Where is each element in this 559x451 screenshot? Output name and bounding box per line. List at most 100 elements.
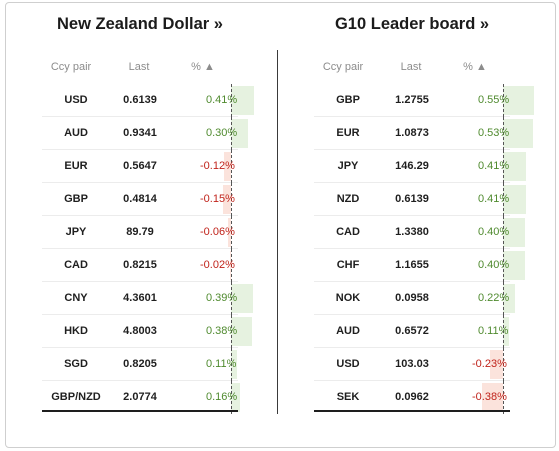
last-price-cell: 4.3601 <box>123 292 157 304</box>
header-percent-sort[interactable]: % ▲ <box>191 61 215 73</box>
percent-change-bar <box>222 185 231 214</box>
last-price-cell: 0.6139 <box>395 193 429 205</box>
percent-change-bar <box>503 185 526 214</box>
last-price-cell: 2.0774 <box>123 391 157 403</box>
percent-change-cell: 0.41% <box>442 150 526 183</box>
table-row[interactable]: CAD 1.3380 0.40% <box>314 216 526 249</box>
percent-change-cell: 0.41% <box>442 183 526 216</box>
percent-change-cell: 0.55% <box>442 84 534 117</box>
ccy-pair-cell: CAD <box>336 226 360 238</box>
table-row[interactable]: AUD 0.6572 0.11% <box>314 315 510 348</box>
percent-change-value: 0.16% <box>206 391 238 403</box>
percent-change-cell: 0.11% <box>442 315 510 348</box>
percent-change-bar <box>231 284 253 313</box>
zero-baseline <box>503 216 504 249</box>
table-row[interactable]: NOK 0.0958 0.22% <box>314 282 516 315</box>
table-row[interactable]: SGD 0.8205 0.11% <box>42 348 238 381</box>
table-row[interactable]: EUR 1.0873 0.53% <box>314 117 533 150</box>
zero-baseline <box>503 315 504 348</box>
table-row[interactable]: SEK 0.0962 -0.38% <box>314 381 510 414</box>
percent-change-value: -0.06% <box>200 226 235 238</box>
table-row[interactable]: GBP 0.4814 -0.15% <box>42 183 238 216</box>
last-price-cell: 146.29 <box>395 160 429 172</box>
nzd-panel-title-link[interactable]: New Zealand Dollar » <box>57 15 223 33</box>
header-ccy-pair[interactable]: Ccy pair <box>322 61 364 73</box>
zero-baseline <box>503 348 504 381</box>
percent-change-bar <box>231 86 254 115</box>
panel-divider <box>277 50 278 414</box>
percent-change-value: -0.23% <box>472 358 507 370</box>
last-price-cell: 0.8205 <box>123 358 157 370</box>
table-row[interactable]: CHF 1.1655 0.40% <box>314 249 526 282</box>
percent-change-cell: -0.38% <box>442 381 510 414</box>
percent-change-value: 0.11% <box>206 358 237 370</box>
zero-baseline <box>503 282 504 315</box>
header-last[interactable]: Last <box>128 61 150 73</box>
g10-panel-title-link[interactable]: G10 Leader board » <box>334 15 490 33</box>
percent-change-bar <box>231 383 240 412</box>
table-row[interactable]: GBP/NZD 2.0774 0.16% <box>42 381 240 414</box>
percent-change-cell: 0.38% <box>170 315 253 348</box>
zero-baseline <box>231 348 232 381</box>
percent-change-bar <box>503 317 510 346</box>
percent-change-cell: -0.12% <box>170 150 238 183</box>
table-row[interactable]: JPY 89.79 -0.06% <box>42 216 238 249</box>
table-row[interactable]: USD 0.6139 0.41% <box>42 84 254 117</box>
ccy-pair-cell: AUD <box>336 325 360 337</box>
table-row[interactable]: NZD 0.6139 0.41% <box>314 183 526 216</box>
table-row[interactable]: GBP 1.2755 0.55% <box>314 84 534 117</box>
zero-baseline <box>231 183 232 216</box>
zero-baseline <box>503 117 504 150</box>
last-price-cell: 0.5647 <box>123 160 157 172</box>
zero-baseline <box>503 84 504 117</box>
percent-change-value: 0.41% <box>206 94 238 106</box>
table-row[interactable]: EUR 0.5647 -0.12% <box>42 150 238 183</box>
ccy-pair-cell: AUD <box>64 127 88 139</box>
last-price-cell: 0.0958 <box>395 292 429 304</box>
ccy-pair-cell: SEK <box>336 391 360 403</box>
percent-change-bar <box>231 119 248 148</box>
percent-change-bar <box>490 350 503 379</box>
percent-change-value: -0.38% <box>472 391 507 403</box>
last-price-cell: 0.8215 <box>123 259 157 271</box>
table-row[interactable]: JPY 146.29 0.41% <box>314 150 526 183</box>
percent-change-cell: 0.53% <box>442 117 533 150</box>
last-price-cell: 1.1655 <box>395 259 429 271</box>
zero-baseline <box>231 84 232 117</box>
table-row[interactable]: HKD 4.8003 0.38% <box>42 315 253 348</box>
table-row[interactable]: CNY 4.3601 0.39% <box>42 282 253 315</box>
zero-baseline <box>503 183 504 216</box>
percent-change-cell: 0.40% <box>442 249 526 282</box>
percent-change-cell: 0.41% <box>170 84 254 117</box>
table-row[interactable]: AUD 0.9341 0.30% <box>42 117 248 150</box>
ccy-pair-cell: EUR <box>336 127 360 139</box>
percent-change-value: 0.53% <box>478 127 510 139</box>
ccy-pair-cell: GBP/NZD <box>51 391 101 403</box>
zero-baseline <box>231 117 232 150</box>
last-price-cell: 0.6139 <box>123 94 157 106</box>
zero-baseline <box>503 150 504 183</box>
zero-baseline <box>503 381 504 414</box>
last-price-cell: 0.0962 <box>395 391 429 403</box>
header-last[interactable]: Last <box>400 61 422 73</box>
percent-change-value: -0.02% <box>200 259 235 271</box>
table-row[interactable]: USD 103.03 -0.23% <box>314 348 510 381</box>
percent-change-cell: 0.40% <box>442 216 526 249</box>
table-row[interactable]: CAD 0.8215 -0.02% <box>42 249 238 282</box>
percent-change-cell: 0.39% <box>170 282 253 315</box>
last-price-cell: 89.79 <box>126 226 154 238</box>
ccy-pair-cell: CHF <box>336 259 360 271</box>
ccy-pair-cell: NZD <box>336 193 360 205</box>
percent-change-cell: -0.23% <box>442 348 510 381</box>
ccy-pair-cell: EUR <box>64 160 88 172</box>
percent-change-value: 0.39% <box>206 292 238 304</box>
last-price-cell: 1.2755 <box>395 94 429 106</box>
header-ccy-pair[interactable]: Ccy pair <box>50 61 92 73</box>
percent-change-value: -0.12% <box>200 160 235 172</box>
header-percent-sort[interactable]: % ▲ <box>463 61 487 73</box>
ccy-pair-cell: JPY <box>337 160 359 172</box>
percent-change-value: 0.22% <box>478 292 510 304</box>
ccy-pair-cell: GBP <box>336 94 360 106</box>
percent-change-cell: 0.30% <box>170 117 248 150</box>
percent-change-bar <box>503 86 534 115</box>
